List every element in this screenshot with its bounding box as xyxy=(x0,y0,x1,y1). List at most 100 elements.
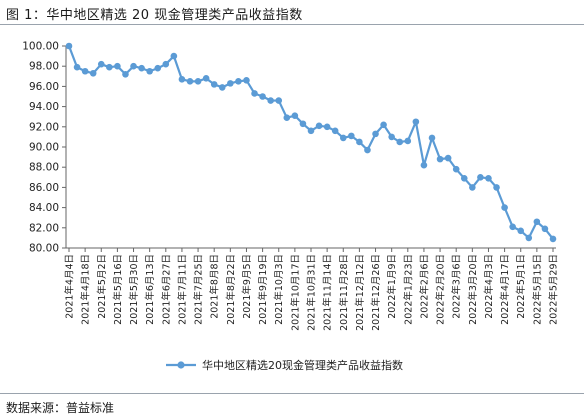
series-line xyxy=(67,45,554,240)
data-point xyxy=(194,78,202,85)
data-point xyxy=(251,90,258,97)
data-point xyxy=(372,130,379,138)
legend: 华中地区精选20现金管理类产品收益指数 xyxy=(166,358,403,372)
data-point xyxy=(89,69,97,77)
data-point xyxy=(477,174,484,181)
x-tick-label: 2022年1月23日 xyxy=(402,254,414,325)
data-point xyxy=(404,137,412,145)
y-axis-ticks: 80.00 82.00 84.00 86.00 88.00 90.00 92.00 94.00… xyxy=(22,41,66,255)
data-point xyxy=(339,134,347,142)
data-point xyxy=(73,63,81,71)
data-point xyxy=(259,93,266,100)
data-point xyxy=(227,80,234,87)
data-point xyxy=(138,64,145,72)
data-point xyxy=(275,97,283,104)
x-tick-label: 2022年5月1日 xyxy=(515,254,527,319)
x-tick-label: 2022年3月6日 xyxy=(451,254,463,319)
y-tick-label: 94.00 xyxy=(29,101,59,113)
x-tick-label: 2022年4月17日 xyxy=(499,254,511,325)
legend-label: 华中地区精选20现金管理类产品收益指数 xyxy=(202,358,403,372)
data-point xyxy=(436,155,444,163)
data-point xyxy=(452,165,460,173)
data-point xyxy=(146,67,153,75)
x-tick-label: 2021年5月2日 xyxy=(96,254,108,319)
x-tick-label: 2021年9月19日 xyxy=(257,254,269,325)
x-tick-label: 2021年8月22日 xyxy=(225,254,237,325)
source-divider xyxy=(0,393,584,394)
data-point xyxy=(65,42,73,50)
x-tick-label: 2021年10月31日 xyxy=(306,254,318,331)
data-point xyxy=(469,184,476,191)
x-tick-label: 2021年6月27日 xyxy=(160,254,172,325)
data-point xyxy=(81,67,89,75)
y-tick-label: 98.00 xyxy=(29,61,59,73)
data-point xyxy=(114,62,121,70)
data-point xyxy=(460,175,468,182)
data-point xyxy=(485,175,492,182)
data-point xyxy=(315,122,323,130)
data-point xyxy=(428,134,436,142)
data-point xyxy=(122,70,129,78)
y-tick-label: 82.00 xyxy=(29,222,59,234)
data-point xyxy=(267,97,274,104)
y-tick-label: 96.00 xyxy=(29,81,59,93)
x-tick-label: 2021年4月4日 xyxy=(64,254,76,319)
data-point xyxy=(348,132,355,140)
data-point xyxy=(331,127,339,135)
x-tick-label: 2022年5月29日 xyxy=(548,254,560,325)
data-point xyxy=(501,204,508,211)
data-point xyxy=(162,60,170,68)
x-axis-ticks: 2021年4月4日 2021年4月18日 2021年5月2日 2021年5月16日 20… xyxy=(64,248,560,331)
x-tick-label: 2021年7月11日 xyxy=(176,254,188,325)
y-tick-label: 80.00 xyxy=(29,243,59,255)
legend-marker-icon xyxy=(177,361,185,369)
data-point xyxy=(178,76,186,83)
data-point xyxy=(549,235,557,243)
y-tick-label: 90.00 xyxy=(29,142,59,154)
x-tick-label: 2021年9月5日 xyxy=(241,254,253,319)
data-point xyxy=(525,234,533,242)
data-point xyxy=(396,138,404,146)
series-points xyxy=(65,42,557,243)
data-point xyxy=(444,154,452,162)
data-point xyxy=(106,63,113,71)
x-tick-label: 2022年2月6日 xyxy=(418,254,430,319)
x-tick-label: 2021年8月8日 xyxy=(209,254,221,319)
x-tick-label: 2021年7月25日 xyxy=(193,254,205,325)
x-tick-label: 2021年11月28日 xyxy=(338,254,350,331)
data-point xyxy=(356,138,363,146)
y-tick-label: 86.00 xyxy=(29,182,59,194)
data-point xyxy=(170,52,178,60)
x-tick-label: 2022年5月15日 xyxy=(531,254,543,325)
data-point xyxy=(186,78,194,85)
x-tick-label: 2021年12月26日 xyxy=(370,254,382,331)
data-point xyxy=(291,112,299,119)
x-tick-label: 2021年5月30日 xyxy=(128,254,140,325)
data-point xyxy=(420,161,428,169)
y-tick-label: 88.00 xyxy=(29,162,59,174)
data-point xyxy=(388,133,395,141)
data-point xyxy=(218,84,226,91)
data-point xyxy=(412,118,420,126)
x-tick-label: 2022年3月20日 xyxy=(467,254,479,325)
data-point xyxy=(493,184,500,191)
x-tick-label: 2021年4月18日 xyxy=(80,254,92,325)
data-point xyxy=(97,60,105,68)
data-point xyxy=(509,223,516,231)
figure-title: 图 1：华中地区精选 20 现金管理类产品收益指数 xyxy=(6,8,303,23)
data-point xyxy=(364,146,371,154)
data-point xyxy=(283,114,291,122)
x-tick-label: 2021年10月17日 xyxy=(289,254,301,331)
x-tick-label: 2022年4月3日 xyxy=(483,254,495,319)
x-tick-label: 2021年11月14日 xyxy=(322,254,334,331)
data-point xyxy=(235,78,242,85)
data-point xyxy=(380,121,387,129)
data-point xyxy=(154,64,162,72)
data-point xyxy=(202,75,210,82)
data-point xyxy=(299,120,307,128)
data-point xyxy=(210,81,218,88)
data-point xyxy=(307,127,315,135)
data-point xyxy=(243,77,250,84)
x-tick-label: 2022年1月9日 xyxy=(386,254,398,319)
